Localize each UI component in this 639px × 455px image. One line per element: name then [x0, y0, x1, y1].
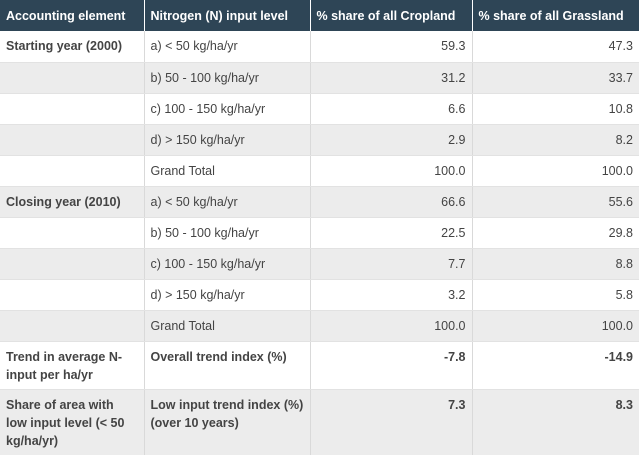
accounting-element-cell: [0, 62, 145, 94]
table-row: d) > 150 kg/ha/yr 3.2 5.8: [0, 279, 639, 311]
table-row: Starting year (2000) a) < 50 kg/ha/yr 59…: [0, 31, 639, 63]
table-row: Trend in average N-input per ha/yr Overa…: [0, 341, 639, 390]
input-level-cell: a) < 50 kg/ha/yr: [144, 31, 311, 63]
input-level-cell: a) < 50 kg/ha/yr: [144, 186, 311, 218]
input-level-cell: Grand Total: [144, 310, 311, 342]
table-row: Grand Total 100.0 100.0: [0, 310, 639, 342]
table-row: Closing year (2010) a) < 50 kg/ha/yr 66.…: [0, 186, 639, 218]
input-level-cell: c) 100 - 150 kg/ha/yr: [144, 248, 311, 280]
input-level-cell: Overall trend index (%): [144, 341, 311, 390]
cropland-value-cell: 22.5: [310, 217, 473, 249]
header-grassland-share: % share of all Grassland: [472, 0, 639, 31]
table-row: Share of area with low input level (< 50…: [0, 389, 639, 455]
grassland-value-cell: 33.7: [472, 62, 639, 94]
cropland-value-cell: 100.0: [310, 310, 473, 342]
cropland-value-cell: 7.7: [310, 248, 473, 280]
table-row: b) 50 - 100 kg/ha/yr 31.2 33.7: [0, 62, 639, 94]
input-level-cell: b) 50 - 100 kg/ha/yr: [144, 62, 311, 94]
grassland-value-cell: 8.3: [472, 389, 639, 455]
input-level-cell: Grand Total: [144, 155, 311, 187]
cropland-value-cell: 100.0: [310, 155, 473, 187]
grassland-value-cell: 100.0: [472, 155, 639, 187]
accounting-element-cell: [0, 279, 145, 311]
grassland-value-cell: 8.2: [472, 124, 639, 156]
table-row: c) 100 - 150 kg/ha/yr 7.7 8.8: [0, 248, 639, 280]
header-cropland-share: % share of all Cropland: [310, 0, 473, 31]
accounting-element-cell: [0, 217, 145, 249]
table-row: Grand Total 100.0 100.0: [0, 155, 639, 187]
table-row: d) > 150 kg/ha/yr 2.9 8.2: [0, 124, 639, 156]
table-row: c) 100 - 150 kg/ha/yr 6.6 10.8: [0, 93, 639, 125]
grassland-value-cell: 10.8: [472, 93, 639, 125]
accounting-element-cell: Closing year (2010): [0, 186, 145, 218]
header-accounting-element: Accounting element: [0, 0, 145, 31]
grassland-value-cell: 8.8: [472, 248, 639, 280]
table-row: b) 50 - 100 kg/ha/yr 22.5 29.8: [0, 217, 639, 249]
accounting-element-cell: [0, 124, 145, 156]
header-row: Accounting element Nitrogen (N) input le…: [0, 0, 639, 31]
cropland-value-cell: 59.3: [310, 31, 473, 63]
cropland-value-cell: 7.3: [310, 389, 473, 455]
cropland-value-cell: 31.2: [310, 62, 473, 94]
accounting-element-cell: [0, 248, 145, 280]
accounting-element-cell: Share of area with low input level (< 50…: [0, 389, 145, 455]
header-nitrogen-input-level: Nitrogen (N) input level: [144, 0, 311, 31]
accounting-element-cell: [0, 93, 145, 125]
grassland-value-cell: 29.8: [472, 217, 639, 249]
grassland-value-cell: 100.0: [472, 310, 639, 342]
accounting-element-cell: Trend in average N-input per ha/yr: [0, 341, 145, 390]
grassland-value-cell: 5.8: [472, 279, 639, 311]
input-level-cell: c) 100 - 150 kg/ha/yr: [144, 93, 311, 125]
grassland-value-cell: 55.6: [472, 186, 639, 218]
accounting-element-cell: [0, 155, 145, 187]
input-level-cell: Low input trend index (%) (over 10 years…: [144, 389, 311, 455]
cropland-value-cell: -7.8: [310, 341, 473, 390]
input-level-cell: d) > 150 kg/ha/yr: [144, 279, 311, 311]
accounting-element-cell: [0, 310, 145, 342]
grassland-value-cell: -14.9: [472, 341, 639, 390]
grassland-value-cell: 47.3: [472, 31, 639, 63]
cropland-value-cell: 66.6: [310, 186, 473, 218]
accounting-element-cell: Starting year (2000): [0, 31, 145, 63]
cropland-value-cell: 2.9: [310, 124, 473, 156]
input-level-cell: d) > 150 kg/ha/yr: [144, 124, 311, 156]
input-level-cell: b) 50 - 100 kg/ha/yr: [144, 217, 311, 249]
cropland-value-cell: 3.2: [310, 279, 473, 311]
cropland-value-cell: 6.6: [310, 93, 473, 125]
